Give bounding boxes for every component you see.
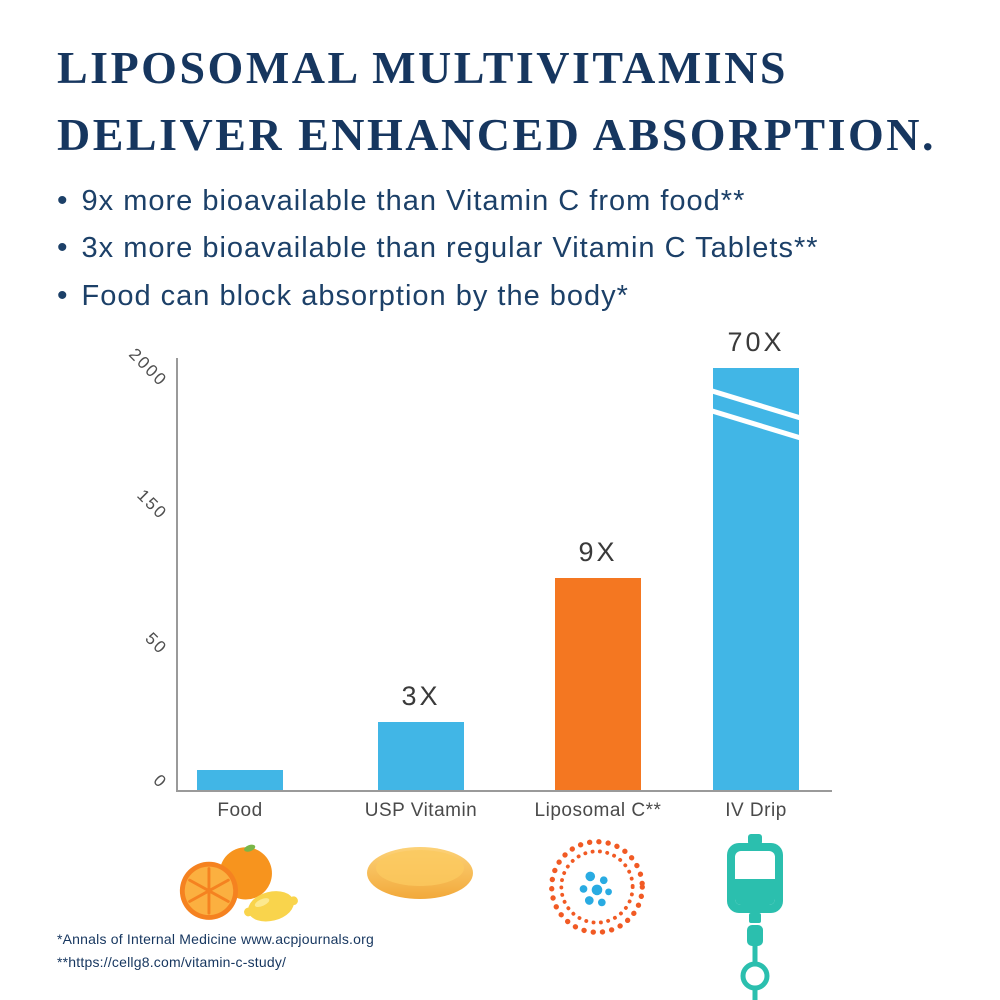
x-axis-label-food: Food [217, 800, 263, 821]
vitamin-tablet-icon [364, 844, 476, 907]
bullet-list: • 9x more bioavailable than Vitamin C fr… [57, 183, 819, 325]
x-axis-label-iv-drip: IV Drip [725, 800, 787, 821]
bar-value-label: 70X [727, 327, 785, 357]
bar-chart-plot-area: 3X 9X 70X [176, 327, 832, 792]
bullet-item: • 9x more bioavailable than Vitamin C fr… [57, 183, 819, 219]
bar-value-label: 3X [401, 681, 441, 711]
bar-group-usp-vitamin: 3X [378, 681, 464, 790]
bar-iv-drip [713, 368, 799, 790]
y-axis-tick-150: 150 [133, 485, 172, 524]
iv-drip-bag-icon [710, 833, 800, 1000]
bar-group-food [197, 760, 283, 790]
footnote-2: **https://cellg8.com/vitamin-c-study/ [57, 954, 287, 971]
footnote-1: *Annals of Internal Medicine www.acpjour… [57, 931, 374, 947]
bullet-dot-icon: • [57, 278, 68, 312]
bullet-item: • Food can block absorption by the body* [57, 278, 819, 314]
footnotes: *Annals of Internal Medicine www.acpjour… [57, 928, 374, 974]
y-axis-tick-50: 50 [141, 628, 172, 659]
bar-usp-vitamin [378, 722, 464, 790]
title-line-2: DELIVER ENHANCED ABSORPTION. [57, 109, 936, 161]
bullet-text: Food can block absorption by the body* [81, 279, 629, 312]
page-title: LIPOSOMAL MULTIVITAMINS DELIVER ENHANCED… [57, 34, 936, 168]
bar-liposomal-c [555, 578, 641, 790]
bullet-dot-icon: • [57, 184, 68, 217]
bar-group-liposomal-c: 9X [555, 537, 641, 790]
bar-food [197, 770, 283, 790]
title-line-1: LIPOSOMAL MULTIVITAMINS [57, 42, 789, 93]
bar-group-iv-drip: 70X [713, 327, 799, 790]
bar-value-label: 9X [578, 537, 618, 567]
y-axis-tick-2000: 2000 [125, 344, 172, 391]
y-axis-tick-0: 0 [149, 770, 172, 793]
bullet-item: • 3x more bioavailable than regular Vita… [57, 230, 819, 266]
liposome-icon [544, 834, 650, 945]
bullet-text: 9x more bioavailable than Vitamin C from… [81, 185, 746, 217]
x-axis-label-liposomal-c: Liposomal C** [534, 800, 662, 821]
oranges-and-lemon-icon [176, 836, 302, 939]
bullet-text: 3x more bioavailable than regular Vitami… [81, 232, 819, 265]
x-axis-label-usp-vitamin: USP Vitamin [364, 800, 478, 821]
bullet-dot-icon: • [57, 231, 68, 265]
